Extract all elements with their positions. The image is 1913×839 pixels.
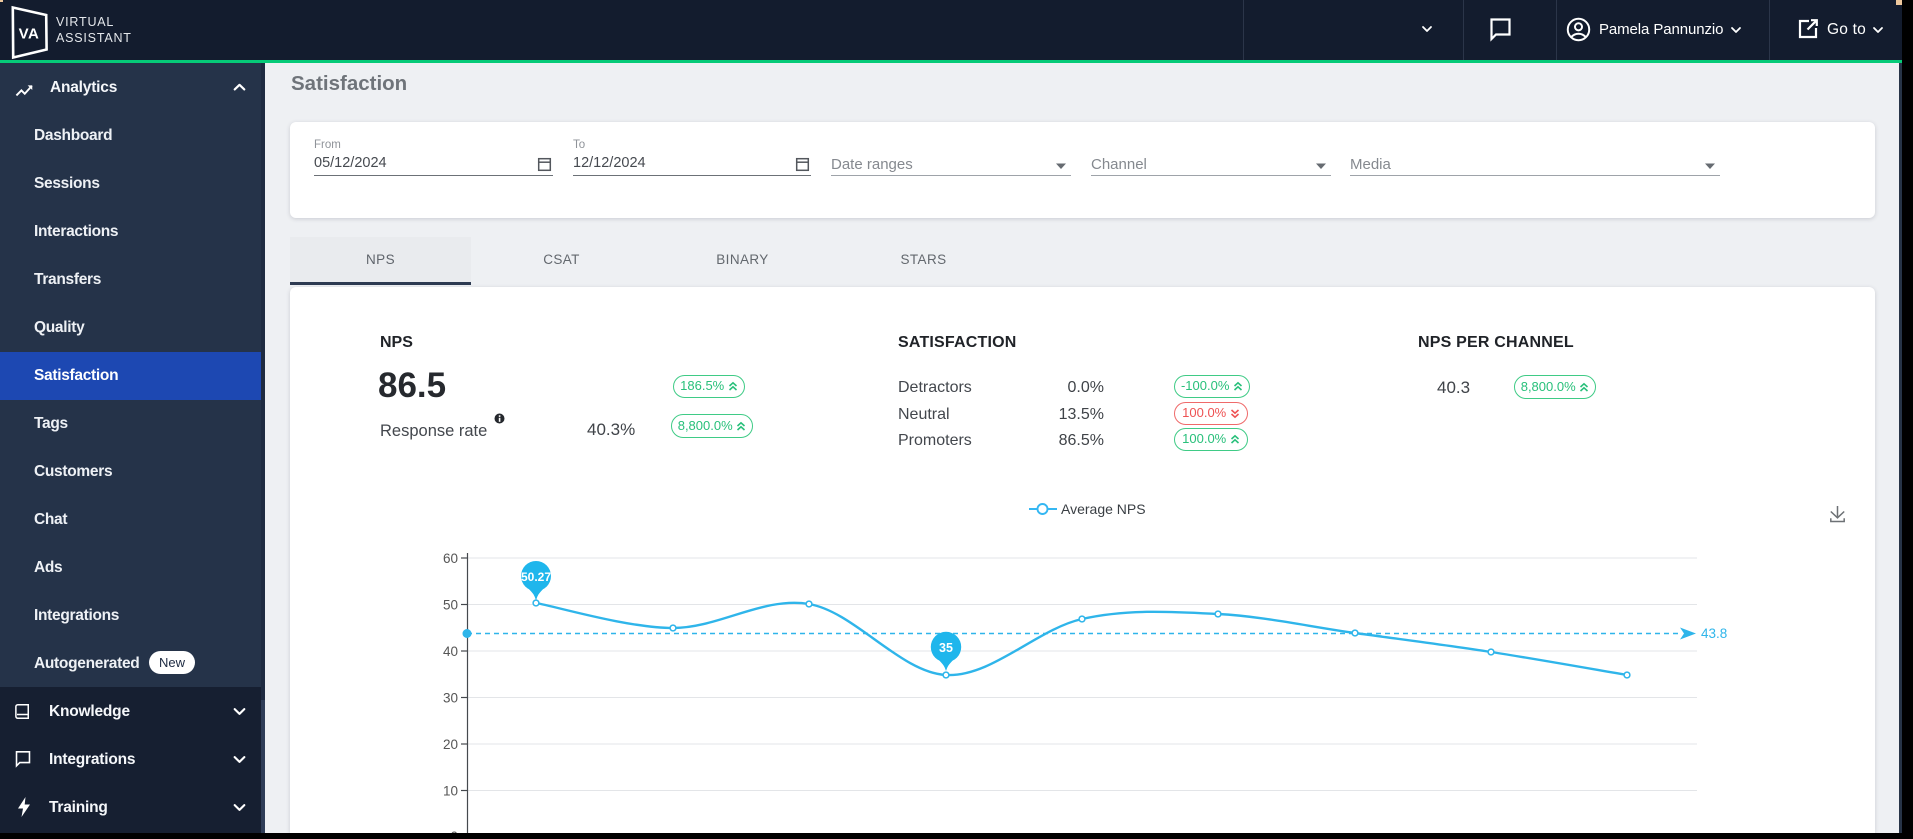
svg-text:50: 50 bbox=[443, 598, 458, 613]
svg-text:35: 35 bbox=[939, 641, 953, 655]
svg-text:0: 0 bbox=[450, 829, 458, 833]
svg-text:43.8: 43.8 bbox=[1701, 626, 1727, 641]
svg-text:10: 10 bbox=[443, 784, 458, 799]
svg-text:VA: VA bbox=[19, 26, 40, 43]
svg-text:40: 40 bbox=[443, 644, 458, 659]
svg-text:60: 60 bbox=[443, 551, 458, 566]
svg-text:30: 30 bbox=[443, 691, 458, 706]
svg-text:50.27: 50.27 bbox=[521, 570, 551, 584]
svg-text:20: 20 bbox=[443, 737, 458, 752]
